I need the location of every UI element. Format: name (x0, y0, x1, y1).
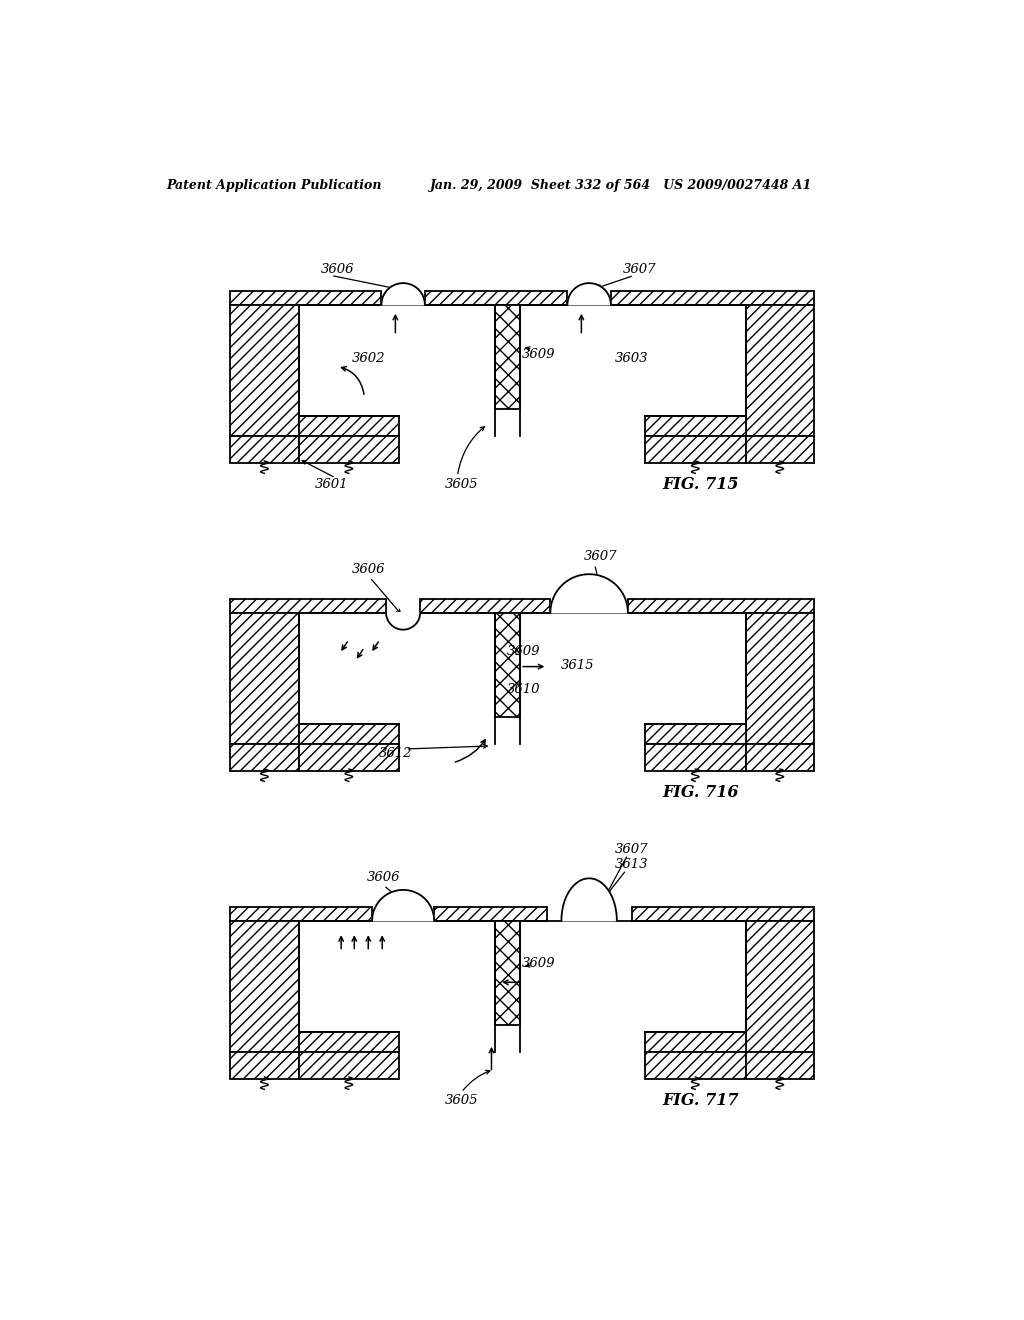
Bar (230, 1052, 299, 1078)
Bar (745, 612, 814, 743)
Bar (496, 305, 520, 409)
Bar (230, 921, 299, 1052)
Text: 3606: 3606 (351, 564, 385, 576)
Polygon shape (386, 612, 420, 630)
Text: Patent Application Publication: Patent Application Publication (167, 178, 382, 191)
Bar (230, 290, 381, 305)
Text: 3609: 3609 (522, 957, 555, 970)
Text: 3606: 3606 (321, 263, 354, 276)
Polygon shape (550, 574, 628, 612)
Bar (745, 1052, 814, 1078)
Bar (230, 599, 386, 612)
Bar (745, 305, 814, 436)
Bar (632, 907, 814, 921)
Bar (745, 921, 814, 1052)
Text: 3612: 3612 (379, 747, 412, 760)
Text: 3609: 3609 (507, 644, 540, 657)
Bar (299, 1032, 399, 1052)
Bar (645, 436, 745, 462)
Bar (230, 436, 299, 462)
Text: Jan. 29, 2009  Sheet 332 of 564   US 2009/0027448 A1: Jan. 29, 2009 Sheet 332 of 564 US 2009/0… (430, 178, 812, 191)
Bar (299, 416, 399, 436)
Bar (425, 290, 567, 305)
Text: 3607: 3607 (623, 263, 656, 276)
Text: 3609: 3609 (522, 348, 555, 362)
Text: 3602: 3602 (351, 352, 385, 366)
Text: 3603: 3603 (615, 352, 648, 366)
Polygon shape (561, 878, 616, 921)
Bar (299, 1052, 399, 1078)
Text: 3615: 3615 (561, 659, 594, 672)
Bar (645, 1032, 745, 1052)
Text: 3605: 3605 (444, 1093, 478, 1106)
Bar (628, 599, 814, 612)
Bar (299, 436, 399, 462)
Text: FIG. 717: FIG. 717 (663, 1092, 739, 1109)
Bar (230, 743, 299, 771)
Bar (230, 612, 299, 743)
Bar (230, 305, 299, 436)
Bar (645, 1052, 745, 1078)
Text: 3605: 3605 (444, 478, 478, 491)
Bar (645, 743, 745, 771)
Bar (420, 599, 550, 612)
Polygon shape (381, 284, 425, 305)
Bar (299, 743, 399, 771)
Text: FIG. 715: FIG. 715 (663, 475, 739, 492)
Text: 3613: 3613 (615, 858, 648, 871)
Text: 3607: 3607 (584, 550, 617, 564)
Bar (496, 921, 520, 1024)
Bar (611, 290, 814, 305)
Polygon shape (567, 284, 611, 305)
Bar (434, 907, 547, 921)
Text: 3606: 3606 (367, 871, 400, 884)
Bar (230, 907, 372, 921)
Polygon shape (372, 890, 434, 921)
Text: 3610: 3610 (507, 684, 540, 696)
Bar (496, 612, 520, 717)
Text: 3601: 3601 (315, 478, 348, 491)
Bar (299, 725, 399, 743)
Bar (645, 725, 745, 743)
Text: FIG. 716: FIG. 716 (663, 784, 739, 801)
Bar (645, 416, 745, 436)
Text: 3607: 3607 (615, 842, 648, 855)
Bar (745, 743, 814, 771)
Bar (745, 436, 814, 462)
